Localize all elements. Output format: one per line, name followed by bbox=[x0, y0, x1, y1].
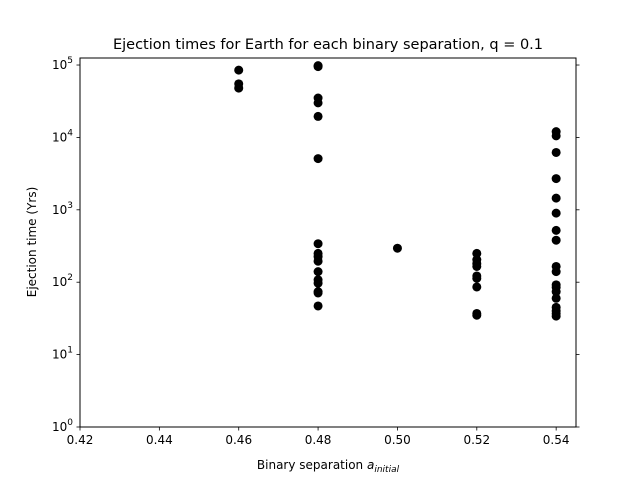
data-point bbox=[392, 243, 402, 253]
y-tick-exponent: 2 bbox=[67, 273, 73, 283]
data-point bbox=[234, 83, 244, 93]
data-point bbox=[313, 154, 323, 164]
scatter-points bbox=[234, 61, 561, 321]
x-tick-label: 0.42 bbox=[67, 433, 94, 447]
data-point bbox=[551, 208, 561, 218]
x-axis-label: Binary separation ainitial bbox=[257, 458, 400, 475]
x-tick-label: 0.44 bbox=[146, 433, 173, 447]
y-tick-exponent: 3 bbox=[67, 201, 73, 211]
x-tick-label: 0.52 bbox=[463, 433, 490, 447]
data-point bbox=[551, 287, 561, 297]
chart-title: Ejection times for Earth for each binary… bbox=[113, 37, 543, 53]
x-axis-label-main: Binary separation bbox=[257, 458, 367, 472]
data-point bbox=[313, 98, 323, 108]
data-point bbox=[313, 256, 323, 266]
data-point bbox=[551, 131, 561, 141]
y-tick-exponent: 5 bbox=[67, 56, 73, 66]
data-point bbox=[551, 147, 561, 157]
x-tick-label: 0.54 bbox=[543, 433, 570, 447]
x-axis-label-var: a bbox=[367, 458, 374, 472]
data-point bbox=[551, 174, 561, 184]
data-point bbox=[313, 301, 323, 311]
y-axis-label: Ejection time (Yrs) bbox=[25, 187, 39, 298]
data-point bbox=[313, 111, 323, 121]
data-point bbox=[551, 235, 561, 245]
y-tick-exponent: 4 bbox=[67, 128, 73, 138]
y-tick-exponent: 1 bbox=[67, 346, 73, 356]
y-tick-base: 10 bbox=[52, 130, 67, 144]
data-point bbox=[313, 278, 323, 288]
y-tick-base: 10 bbox=[52, 348, 67, 362]
data-point bbox=[551, 293, 561, 303]
y-tick-base: 10 bbox=[52, 203, 67, 217]
x-tick-label: 0.48 bbox=[305, 433, 332, 447]
data-point bbox=[234, 65, 244, 75]
data-point bbox=[472, 273, 482, 283]
data-point bbox=[472, 248, 482, 258]
data-point bbox=[472, 282, 482, 292]
x-tick-label: 0.50 bbox=[384, 433, 411, 447]
plot-frame bbox=[79, 57, 577, 428]
data-point bbox=[551, 225, 561, 235]
data-point bbox=[551, 193, 561, 203]
y-tick-base: 10 bbox=[52, 58, 67, 72]
data-point bbox=[551, 267, 561, 277]
data-point bbox=[472, 261, 482, 271]
data-point bbox=[313, 267, 323, 277]
data-point bbox=[313, 239, 323, 249]
y-tick-label: 101 bbox=[52, 346, 73, 362]
y-tick-label: 103 bbox=[52, 201, 73, 217]
x-tick-label: 0.46 bbox=[225, 433, 252, 447]
data-point bbox=[313, 62, 323, 72]
y-tick-label: 105 bbox=[52, 56, 73, 72]
y-tick-label: 104 bbox=[52, 128, 73, 144]
x-axis-label-sub: initial bbox=[374, 465, 399, 475]
y-tick-label: 100 bbox=[52, 418, 73, 434]
data-point bbox=[551, 311, 561, 321]
data-point bbox=[472, 310, 482, 320]
y-tick-base: 10 bbox=[52, 420, 67, 434]
y-tick-label: 102 bbox=[52, 273, 73, 289]
x-axis: 0.42 0.44 0.46 0.48 0.50 0.52 0.54 bbox=[67, 427, 570, 447]
data-point bbox=[313, 288, 323, 298]
y-tick-exponent: 0 bbox=[67, 418, 73, 428]
y-tick-base: 10 bbox=[52, 275, 67, 289]
